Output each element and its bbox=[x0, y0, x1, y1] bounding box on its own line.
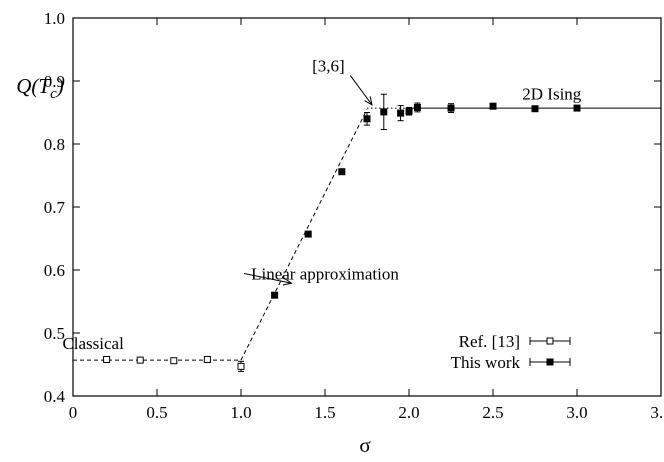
annotation-arrowhead bbox=[364, 96, 373, 106]
annotation-label: 2D Ising bbox=[522, 84, 582, 103]
y-tick-label: 0.5 bbox=[44, 324, 65, 343]
data-point-filled bbox=[573, 104, 581, 112]
y-tick-label: 1.0 bbox=[44, 9, 65, 28]
data-point-filled bbox=[271, 291, 279, 299]
y-axis: 0.4 0.5 0.6 0.7 0.8 0.9 1.0 bbox=[44, 9, 661, 406]
x-tick-label: 1.5 bbox=[314, 403, 335, 422]
plot-frame bbox=[72, 17, 662, 397]
x-axis-label: σ bbox=[359, 433, 370, 457]
data-point-filled bbox=[338, 168, 346, 176]
y-tick-label: 0.8 bbox=[44, 135, 65, 154]
x-tick-label: 1.0 bbox=[230, 403, 251, 422]
legend-marker-open bbox=[546, 337, 554, 345]
series-line bbox=[240, 109, 368, 361]
x-axis: 0 0.5 1.0 1.5 2.0 2.5 3.0 3.5 bbox=[69, 18, 664, 422]
data-point-open bbox=[237, 362, 245, 370]
data-point-filled bbox=[489, 102, 497, 110]
data-point-filled bbox=[531, 105, 539, 113]
y-tick-label: 0.9 bbox=[44, 72, 65, 91]
data-point-filled bbox=[397, 109, 405, 117]
data-point-open bbox=[170, 357, 178, 365]
annotation-label: [3,6] bbox=[312, 57, 345, 76]
legend-marker-filled bbox=[546, 358, 554, 366]
data-point-open bbox=[103, 355, 111, 363]
annotations: Classical Linear approximation [3,6] 2D Isi… bbox=[62, 57, 581, 353]
annotation-label: Classical bbox=[62, 334, 124, 353]
x-tick-label: 3.0 bbox=[566, 403, 587, 422]
x-tick-label: 2.0 bbox=[398, 403, 419, 422]
data-point-open bbox=[203, 355, 211, 363]
annotation-label: Linear approximation bbox=[251, 264, 399, 283]
y-tick-label: 0.7 bbox=[44, 198, 66, 217]
x-tick-label: 2.5 bbox=[482, 403, 503, 422]
fit-lines bbox=[73, 107, 661, 361]
x-tick-label: 0.5 bbox=[146, 403, 167, 422]
x-tick-label: 3.5 bbox=[650, 403, 664, 422]
y-tick-label: 0.6 bbox=[44, 261, 65, 280]
data-point-filled bbox=[380, 108, 388, 116]
data-point-filled bbox=[304, 230, 312, 238]
legend: Ref. [13] This work bbox=[451, 332, 571, 372]
data-point-filled bbox=[363, 115, 371, 123]
data-point-filled bbox=[405, 107, 413, 115]
legend-label: This work bbox=[451, 353, 521, 372]
annotation-arrowhead bbox=[282, 277, 293, 286]
data-point-open bbox=[136, 356, 144, 364]
y-axis-label: Q(Tc) bbox=[16, 74, 64, 102]
annotation-arrow bbox=[349, 75, 373, 106]
x-tick-label: 0 bbox=[69, 403, 78, 422]
legend-label: Ref. [13] bbox=[459, 332, 520, 351]
data-point-filled bbox=[447, 104, 455, 112]
annotation-arrow bbox=[243, 272, 292, 284]
data-points bbox=[103, 93, 581, 372]
data-point-filled bbox=[413, 103, 421, 111]
y-tick-label: 0.4 bbox=[44, 387, 66, 406]
